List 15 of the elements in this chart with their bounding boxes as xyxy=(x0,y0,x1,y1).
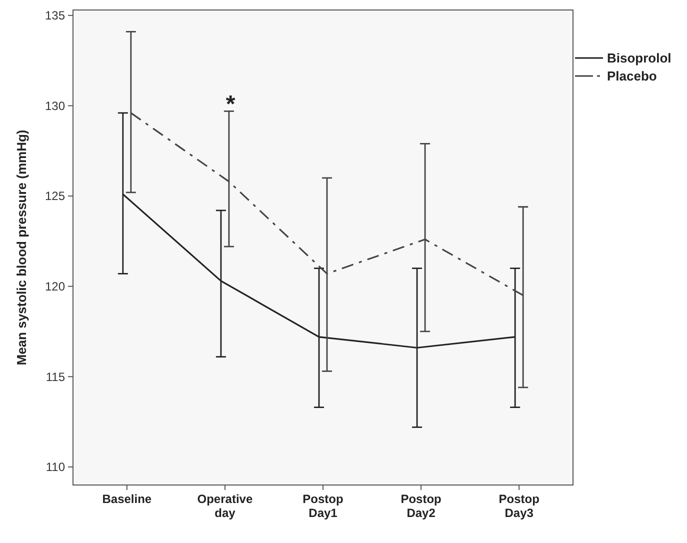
annotation: * xyxy=(226,91,236,118)
y-tick-label: 110 xyxy=(46,460,66,474)
legend-label: Bisoprolol xyxy=(607,50,672,66)
x-tick-label: Operative day xyxy=(197,492,253,520)
y-tick-label: 135 xyxy=(44,8,66,23)
x-tick-label: Postop Day1 xyxy=(302,492,344,520)
y-tick-label: 130 xyxy=(44,98,66,113)
y-tick-label: 125 xyxy=(44,189,66,204)
y-tick-label: 115 xyxy=(46,370,66,384)
x-tick-label: Baseline xyxy=(102,492,152,506)
x-tick-label: Postop Day3 xyxy=(498,492,540,520)
x-tick-label: Postop Day2 xyxy=(400,492,442,520)
y-axis-title: Mean systolic blood pressure (mmHg) xyxy=(14,130,29,366)
legend-label: Placebo xyxy=(607,68,657,84)
y-tick-label: 120 xyxy=(44,280,66,294)
